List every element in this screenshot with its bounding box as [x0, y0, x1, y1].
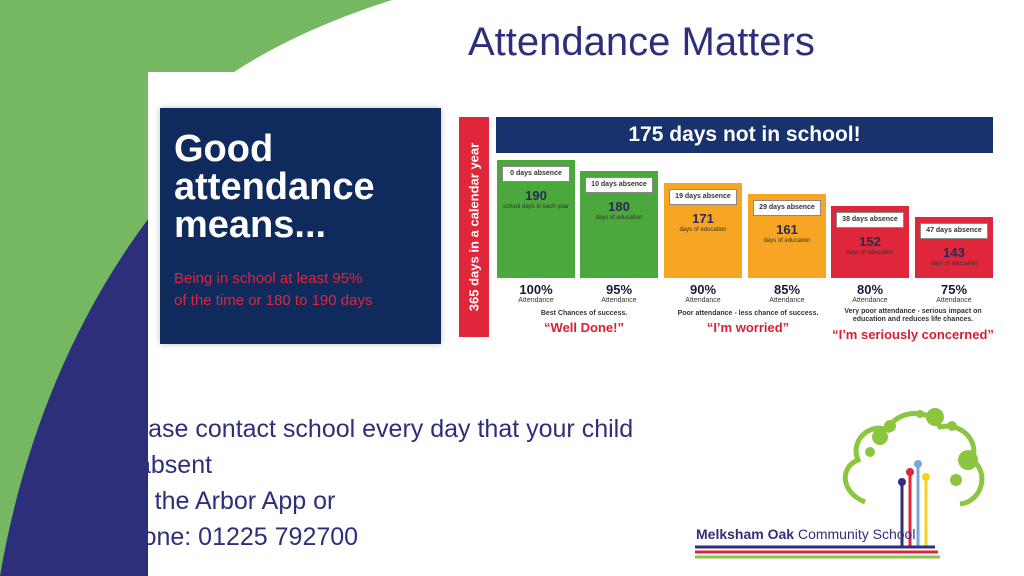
attendance-percent-label: Attendance [601, 297, 637, 304]
school-days-value: 152 [859, 234, 881, 249]
contact-line: Via the Arbor App or [112, 487, 336, 515]
school-days-sub: days of education [930, 261, 978, 267]
school-days-sub: days of education [846, 250, 894, 256]
card-subtext-line: of the time or 180 to 190 days [174, 292, 373, 309]
school-days-value: 180 [608, 199, 630, 214]
page-title: Attendance Matters [468, 20, 815, 64]
attendance-percent-label: Attendance [936, 297, 972, 304]
school-days-value: 143 [943, 245, 965, 260]
attendance-column: 10 days absence 180 days of education [580, 171, 658, 278]
school-days-sub: days of education [763, 238, 811, 244]
group-quote: “I’m worried” [706, 320, 790, 335]
group-description: Poor attendance - less chance of success… [677, 310, 819, 317]
card-heading: Good attendance means... [174, 130, 375, 244]
attendance-percent: 75% [940, 282, 968, 297]
school-name-bold: Melksham Oak [696, 526, 795, 542]
absence-label: 19 days absence [669, 189, 737, 205]
attendance-percent-label: Attendance [769, 297, 805, 304]
absence-label: 38 days absence [836, 212, 904, 228]
attendance-column: 0 days absence 190 school days in each yea… [497, 160, 575, 278]
absence-label: 47 days absence [920, 223, 988, 239]
school-logo-tree-icon [695, 408, 985, 559]
school-days-value: 161 [776, 222, 798, 237]
contact-line: Please contact school every day that you… [112, 415, 634, 443]
contact-line: Phone: 01225 792700 [112, 523, 359, 551]
school-name-rest: Community School [794, 526, 916, 542]
group-description: Very poor attendance - serious impact on… [844, 308, 982, 323]
contact-info: Please contact school every day that you… [112, 411, 633, 555]
card-subtext-line: Being in school at least 95% [174, 270, 363, 287]
absence-label: 0 days absence [502, 166, 570, 182]
good-attendance-card: Good attendance means... Being in school… [160, 108, 441, 344]
card-heading-line: attendance [174, 166, 375, 208]
attendance-percent-label: Attendance [685, 297, 721, 304]
attendance-percent: 100% [519, 282, 553, 297]
attendance-percent-label: Attendance [852, 297, 888, 304]
days-not-in-school-banner: 175 days not in school! [496, 117, 993, 153]
school-days-sub: days of education [679, 227, 727, 233]
white-line-curve [281, 35, 331, 71]
school-days-value: 190 [525, 188, 547, 203]
attendance-percent: 95% [605, 282, 633, 297]
card-subtext: Being in school at least 95% of the time… [174, 268, 372, 312]
attendance-percent: 85% [773, 282, 801, 297]
attendance-column: 38 days absence 152 days of education [831, 206, 909, 278]
attendance-percent: 90% [689, 282, 717, 297]
group-quote: “Well Done!” [544, 320, 624, 335]
attendance-column: 47 days absence 143 days of education [915, 217, 993, 278]
absence-label: 10 days absence [585, 177, 653, 193]
school-days-sub: school days in each year [502, 204, 570, 210]
attendance-column: 29 days absence 161 days of education [748, 194, 826, 278]
calendar-year-label: 365 days in a calendar year [466, 142, 482, 312]
card-heading-line: means... [174, 204, 327, 246]
contact-line: is absent [112, 451, 213, 479]
attendance-percent: 80% [856, 282, 884, 297]
school-name: Melksham Oak Community School [696, 526, 915, 542]
card-heading-line: Good [174, 128, 274, 170]
absence-label: 29 days absence [753, 200, 821, 216]
attendance-column: 19 days absence 171 days of education [664, 183, 742, 278]
calendar-year-bar [459, 117, 489, 337]
school-days-sub: days of education [595, 215, 643, 221]
group-quote: “I’m seriously concerned” [832, 327, 994, 342]
group-description: Best Chances of success. [540, 310, 628, 317]
school-days-value: 171 [692, 211, 714, 226]
attendance-percent-label: Attendance [518, 297, 554, 304]
